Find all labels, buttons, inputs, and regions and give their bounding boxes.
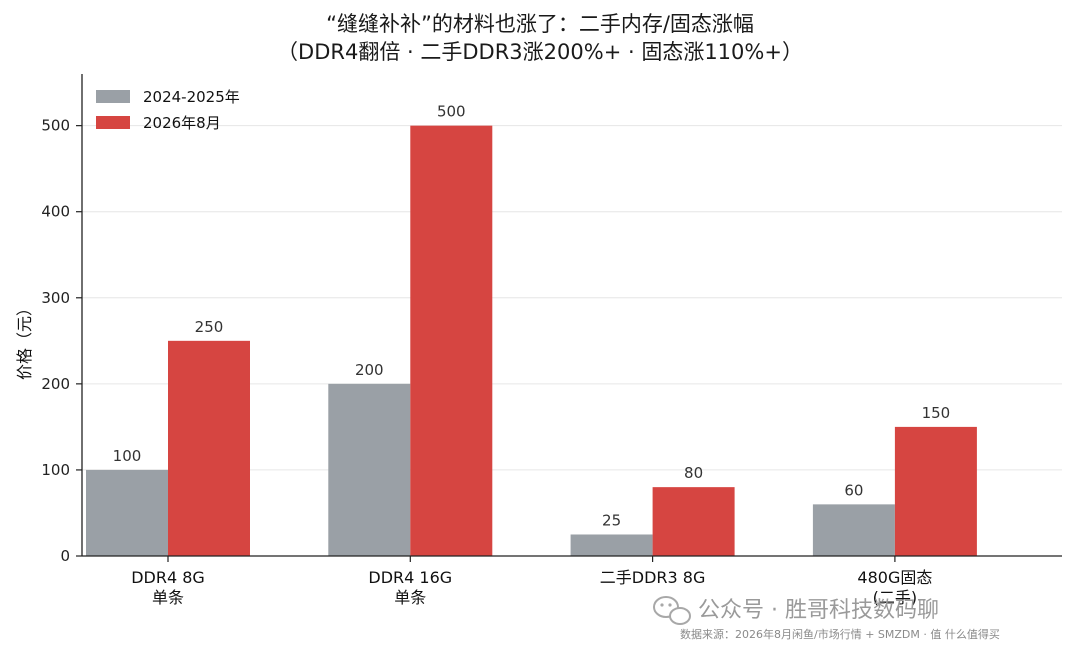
data-label: 250 (195, 318, 224, 336)
y-tick-label: 300 (41, 289, 70, 307)
x-tick-label: 单条 (152, 588, 184, 607)
bar (652, 487, 735, 556)
data-label: 25 (602, 511, 621, 529)
bar (328, 383, 411, 556)
watermark-brand: 公众号 · 胜哥科技数码聊 (698, 598, 939, 623)
data-label: 500 (437, 103, 466, 121)
legend-swatch (96, 116, 130, 129)
legend-label: 2024-2025年 (143, 88, 240, 106)
data-label: 150 (922, 404, 951, 422)
bar (570, 534, 653, 556)
data-label: 60 (844, 481, 863, 499)
data-label: 200 (355, 361, 384, 379)
watermark-source: 数据来源：2026年8月闲鱼/市场行情 + SMZDM · 值 什么值得买 (680, 627, 1000, 641)
y-tick-label: 200 (41, 375, 70, 393)
legend-swatch (96, 90, 130, 103)
bar (86, 469, 168, 556)
x-tick-label: DDR4 8G (131, 568, 205, 587)
legend-label: 2026年8月 (143, 114, 221, 132)
x-tick-label: 二手DDR3 8G (600, 568, 706, 587)
x-tick-label: 单条 (394, 588, 426, 607)
y-tick-label: 0 (60, 547, 70, 565)
wechat-icon (653, 596, 691, 625)
chart-subtitle: （DDR4翻倍 · 二手DDR3涨200%+ · 固态涨110%+） (277, 40, 803, 64)
bar (812, 504, 895, 556)
y-tick-label: 500 (41, 117, 70, 135)
chart-title: “缝缝补补”的材料也涨了：二手内存/固态涨幅 (326, 12, 754, 36)
data-label: 100 (113, 447, 142, 465)
x-tick-label: DDR4 16G (368, 568, 452, 587)
bar (410, 125, 493, 557)
x-tick-label: 480G固态 (857, 568, 932, 587)
y-tick-label: 100 (41, 461, 70, 479)
y-tick-label: 400 (41, 203, 70, 221)
y-axis-label: 价格（元） (15, 300, 34, 380)
x-tick-label: (二手) (873, 588, 918, 607)
data-label: 80 (684, 464, 703, 482)
bar (894, 426, 977, 556)
bar (168, 340, 250, 556)
